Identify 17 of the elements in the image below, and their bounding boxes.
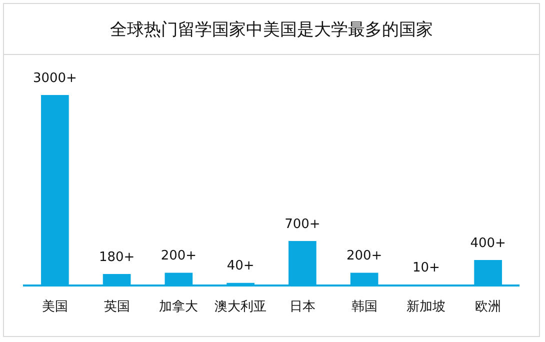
x-tick-label: 澳大利亚 xyxy=(214,300,267,315)
data-label: 200+ xyxy=(346,248,382,264)
chart-title: 全球热门留学国家中美国是大学最多的国家 xyxy=(4,4,539,55)
data-label: 700+ xyxy=(284,216,320,232)
data-label: 200+ xyxy=(160,248,197,264)
data-label: 40+ xyxy=(226,258,254,274)
x-tick-label: 美国 xyxy=(42,298,68,315)
data-label: 3000+ xyxy=(32,70,77,86)
x-tick-label: 韩国 xyxy=(351,300,378,315)
x-tick-label: 英国 xyxy=(104,300,130,315)
x-tick-label: 加拿大 xyxy=(159,300,198,315)
x-tick-label: 日本 xyxy=(289,300,316,315)
x-tick-label: 新加坡 xyxy=(406,300,446,315)
x-tick-label: 欧洲 xyxy=(475,300,502,315)
data-label: 400+ xyxy=(470,236,506,251)
data-label: 10+ xyxy=(412,260,440,276)
data-label: 180+ xyxy=(98,250,135,265)
